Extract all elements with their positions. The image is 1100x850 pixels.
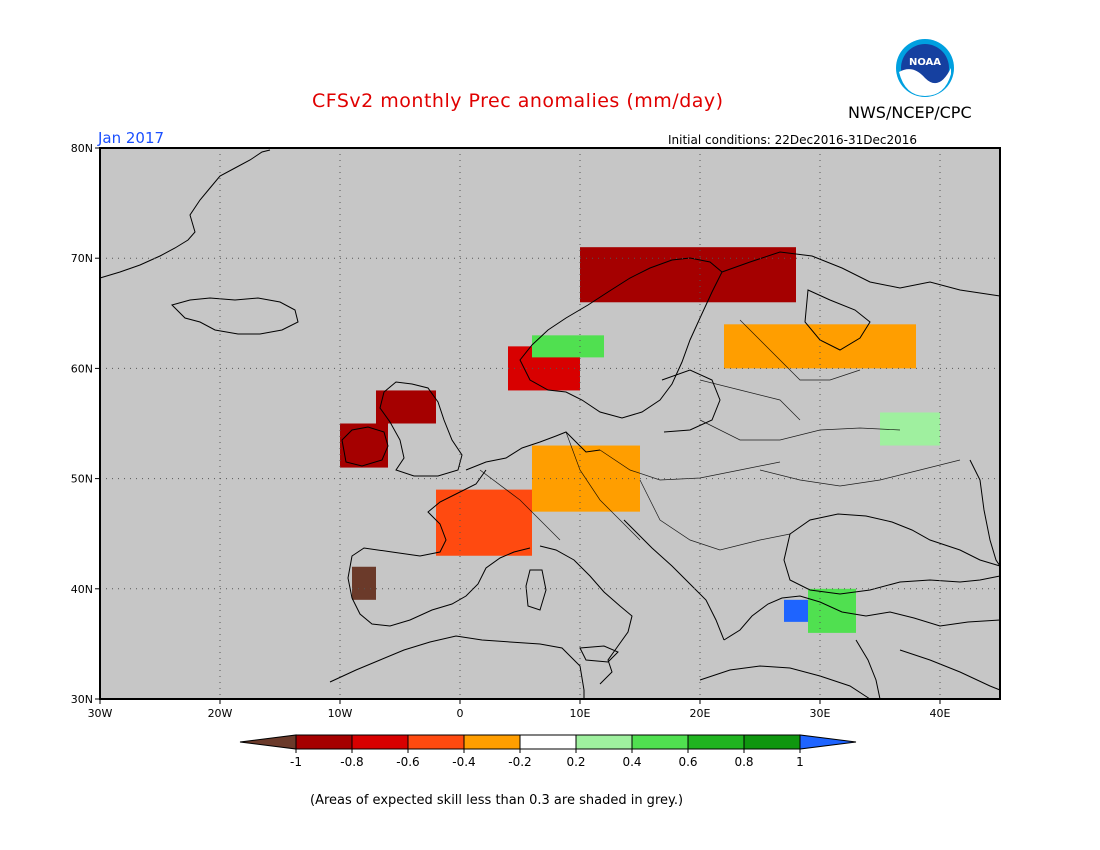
- coast-finland-russia: [721, 251, 1001, 297]
- anomaly-turkey-green: [808, 588, 856, 633]
- colorbar-label: -0.4: [452, 755, 475, 769]
- anomaly-scotland: [376, 390, 436, 424]
- anomaly-turkey-west: [784, 599, 808, 622]
- coast-baltic: [661, 369, 721, 433]
- borders: [479, 319, 961, 551]
- anomaly-france: [436, 489, 532, 556]
- coast-greenland: [99, 149, 271, 279]
- tick-label-lon: 10E: [570, 707, 591, 720]
- coast-britain: [379, 381, 463, 477]
- tick-label-lat: 70N: [71, 252, 93, 265]
- colorbar-arrow-right: [799, 734, 857, 750]
- colorbar-swatch: [407, 734, 465, 750]
- footnote: (Areas of expected skill less than 0.3 a…: [310, 793, 684, 808]
- coast-ireland: [341, 426, 389, 467]
- colorbar-swatch: [687, 734, 745, 750]
- anomaly-northern-norway: [580, 247, 796, 303]
- colorbar-label: -0.8: [340, 755, 363, 769]
- coast-iceland: [171, 297, 299, 335]
- initial-conditions-label: Initial conditions: 22Dec2016-31Dec2016: [668, 133, 917, 147]
- anomaly-portugal: [352, 566, 376, 600]
- colorbar-label: 0.6: [678, 755, 697, 769]
- month-label: Jan 2017: [98, 129, 165, 147]
- coast-france-iberia: [347, 469, 531, 627]
- agency-label: NWS/NCEP/CPC: [848, 103, 972, 122]
- map-frame: [99, 147, 1001, 700]
- colorbar-arrow-left: [239, 734, 297, 750]
- coast-sicily: [579, 645, 619, 663]
- tick-label-lon: 40E: [930, 707, 951, 720]
- colorbar-swatch: [463, 734, 521, 750]
- colorbar-swatch: [351, 734, 409, 750]
- colorbar-label: -0.2: [508, 755, 531, 769]
- noaa-logo: NOAA: [896, 39, 954, 97]
- tick-label-lon: 20E: [690, 707, 711, 720]
- colorbar-swatch: [743, 734, 801, 750]
- coast-west-europe: [465, 431, 601, 471]
- tick-label-lon: 20W: [208, 707, 233, 720]
- anomaly-russia-green: [880, 412, 940, 446]
- colorbar-label: 1: [796, 755, 804, 769]
- tick-label-lat: 40N: [71, 583, 93, 596]
- tick-label-lat: 60N: [71, 362, 93, 375]
- coast-levant: [855, 639, 1001, 700]
- tick-label-lon: 30E: [810, 707, 831, 720]
- colorbar-swatch: [575, 734, 633, 750]
- coastlines: [99, 149, 1001, 700]
- coast-caspian: [969, 459, 1001, 567]
- coast-sardinia: [525, 569, 547, 611]
- coast-white-sea: [804, 289, 871, 351]
- coast-north-africa: [329, 635, 585, 699]
- coast-adriatic: [623, 519, 725, 641]
- colorbar-swatches: [239, 734, 857, 750]
- colorbar-swatch: [295, 734, 353, 750]
- colorbar-label: -1: [290, 755, 302, 769]
- coast-greece-turkey: [723, 595, 1001, 641]
- coast-black-sea: [783, 513, 1001, 595]
- map-grid: [100, 148, 1000, 699]
- colorbar-swatch: [519, 734, 577, 750]
- anomaly-southern-norway-green: [532, 335, 604, 358]
- tick-label-lon: 30W: [88, 707, 113, 720]
- noaa-logo-text: NOAA: [909, 57, 941, 68]
- colorbar-label: 0.4: [622, 755, 641, 769]
- colorbar-labels: -1 -0.8 -0.6 -0.4 -0.2 0.2 0.4 0.6 0.8 1: [290, 749, 804, 769]
- colorbar-label: 0.2: [566, 755, 585, 769]
- colorbar-label: 0.8: [734, 755, 753, 769]
- tick-label-lat: 80N: [71, 142, 93, 155]
- chart-title: CFSv2 monthly Prec anomalies (mm/day): [312, 90, 724, 112]
- tick-label-lon: 0: [457, 707, 464, 720]
- coast-nile: [699, 665, 871, 700]
- coast-scandinavia: [519, 257, 723, 419]
- tick-label-lon: 10W: [328, 707, 353, 720]
- map-ticks: 30W 20W 10W 0 10E 20E 30E 40E 30N 40N 50N 60N 70N 80N: [71, 142, 951, 720]
- colorbar-swatch: [631, 734, 689, 750]
- tick-label-lat: 30N: [71, 693, 93, 706]
- colorbar-label: -0.6: [396, 755, 419, 769]
- tick-label-lat: 50N: [71, 473, 93, 486]
